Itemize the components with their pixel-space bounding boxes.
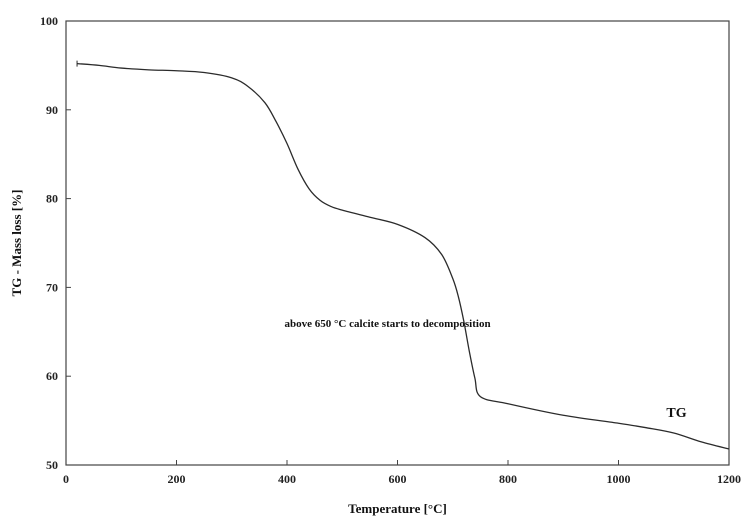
- x-axis-ticks: 0 200 400 600 800 1000 1200: [63, 460, 741, 486]
- x-tick-label: 600: [389, 472, 407, 486]
- x-tick-label: 400: [278, 472, 296, 486]
- y-tick-label: 100: [40, 14, 58, 28]
- tg-curve: [76, 62, 730, 450]
- series-layer: [76, 60, 730, 450]
- x-tick-label: 1000: [607, 472, 631, 486]
- decomposition-annotation: above 650 °C calcite starts to decomposi…: [285, 318, 491, 330]
- series-label-tg: TG: [666, 406, 686, 421]
- y-tick-label: 90: [46, 103, 58, 117]
- y-axis-title: TG - Mass loss [%]: [9, 190, 24, 297]
- y-tick-label: 80: [46, 192, 58, 206]
- x-tick-label: 800: [499, 472, 517, 486]
- plot-frame: [65, 20, 730, 466]
- y-tick-label: 50: [46, 458, 58, 472]
- y-axis-ticks: 50 60 70 80 90 100: [40, 14, 71, 472]
- x-tick-label: 1200: [717, 472, 741, 486]
- x-tick-label: 200: [168, 472, 186, 486]
- y-tick-label: 70: [46, 280, 58, 294]
- y-tick-label: 60: [46, 369, 58, 383]
- plot-border: [65, 20, 730, 466]
- x-axis-title: Temperature [°C]: [348, 501, 447, 516]
- x-tick-label: 0: [63, 472, 69, 486]
